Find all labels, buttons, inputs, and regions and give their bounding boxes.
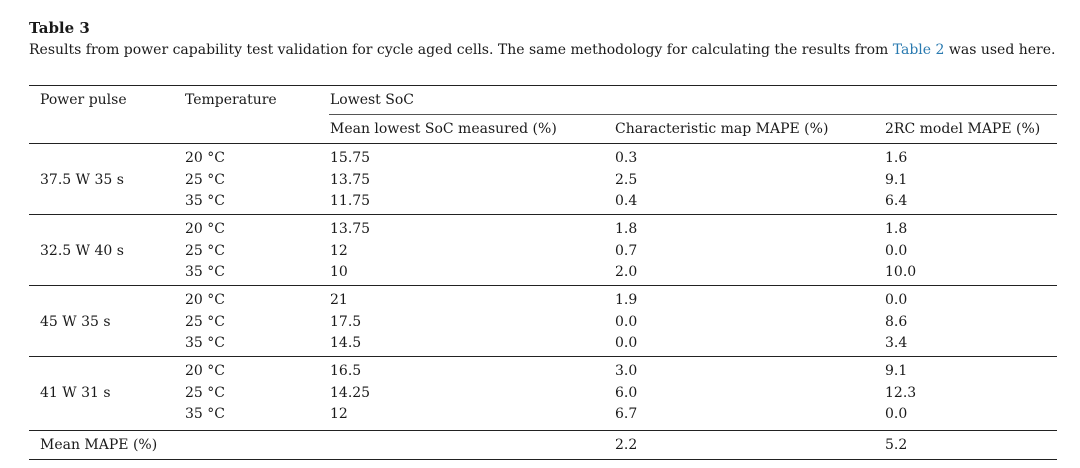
rc-model-cell: 9.1 (885, 363, 908, 379)
temperature-cell: 35 °C (185, 264, 225, 280)
rc-model-cell: 0.0 (885, 242, 908, 259)
temperature-cell: 20 °C (185, 150, 225, 166)
temperature-cell: 35 °C (185, 193, 225, 209)
mean-lowest-soc-cell: 17.5 (330, 313, 362, 330)
mean-lowest-soc-cell: 16.5 (330, 363, 362, 379)
rc-model-cell: 6.4 (885, 193, 908, 209)
characteristic-map-cell: 2.5 (615, 171, 638, 188)
power-pulse-cell: 32.5 W 40 s (40, 242, 124, 259)
mean-lowest-soc-cell: 10 (330, 264, 348, 280)
rc-model-cell: 0.0 (885, 406, 908, 422)
power-pulse-cell: 37.5 W 35 s (40, 171, 124, 188)
characteristic-map-cell: 6.7 (615, 406, 638, 422)
mean-lowest-soc-cell: 12 (330, 406, 348, 422)
power-pulse-cell: 45 W 35 s (40, 313, 111, 330)
header-bottom-rule (29, 143, 1057, 144)
header-mean-lowest-soc: Mean lowest SoC measured (%) (330, 121, 557, 137)
header-lowest-soc: Lowest SoC (330, 92, 414, 108)
header-temperature: Temperature (185, 92, 277, 108)
mean-lowest-soc-cell: 11.75 (330, 193, 371, 209)
rc-model-cell: 3.4 (885, 335, 908, 351)
mean-lowest-soc-cell: 12 (330, 242, 348, 259)
characteristic-map-cell: 0.0 (615, 313, 638, 330)
table-top-rule (29, 85, 1057, 86)
table-heading: Table 3 Results from power capability te… (29, 18, 1057, 60)
mean-lowest-soc-cell: 14.5 (330, 335, 362, 351)
rc-model-cell: 10.0 (885, 264, 917, 280)
characteristic-map-cell: 0.4 (615, 193, 638, 209)
mean-lowest-soc-cell: 14.25 (330, 384, 371, 401)
mean-lowest-soc-cell: 13.75 (330, 171, 371, 188)
group-separator-rule (29, 356, 1057, 357)
rc-model-cell: 12.3 (885, 384, 917, 401)
mean-lowest-soc-cell: 15.75 (330, 150, 371, 166)
table-bottom-rule (29, 459, 1057, 460)
table-2-link[interactable]: Table 2 (892, 42, 945, 58)
group-separator-rule (29, 214, 1057, 215)
characteristic-map-cell: 6.0 (615, 384, 638, 401)
group-separator-rule (29, 285, 1057, 286)
header-characteristic-map: Characteristic map MAPE (%) (615, 121, 829, 137)
mean-lowest-soc-cell: 21 (330, 292, 348, 308)
characteristic-map-cell: 1.8 (615, 221, 638, 237)
characteristic-map-cell: 0.7 (615, 242, 638, 259)
temperature-cell: 25 °C (185, 242, 225, 259)
footer-top-rule (29, 430, 1057, 431)
temperature-cell: 35 °C (185, 335, 225, 351)
rc-model-cell: 1.6 (885, 150, 908, 166)
rc-model-cell: 9.1 (885, 171, 908, 188)
characteristic-map-cell: 2.0 (615, 264, 638, 280)
characteristic-map-cell: 3.0 (615, 363, 638, 379)
table-title: Table 3 (29, 19, 90, 37)
temperature-cell: 25 °C (185, 313, 225, 330)
caption-text: Results from power capability test valid… (29, 42, 893, 58)
header-power-pulse: Power pulse (40, 92, 127, 108)
characteristic-map-cell: 1.9 (615, 292, 638, 308)
temperature-cell: 35 °C (185, 406, 225, 422)
temperature-cell: 20 °C (185, 221, 225, 237)
temperature-cell: 20 °C (185, 363, 225, 379)
power-pulse-cell: 41 W 31 s (40, 384, 111, 401)
mean-mape-2rc: 5.2 (885, 437, 908, 453)
temperature-cell: 25 °C (185, 384, 225, 401)
table-caption: Results from power capability test valid… (29, 40, 1057, 60)
header-sub-rule (329, 114, 1057, 115)
characteristic-map-cell: 0.0 (615, 335, 638, 351)
header-2rc-model: 2RC model MAPE (%) (885, 121, 1041, 137)
caption-text-end: was used here. (944, 42, 1056, 58)
mean-lowest-soc-cell: 13.75 (330, 221, 371, 237)
rc-model-cell: 8.6 (885, 313, 908, 330)
mean-mape-characteristic: 2.2 (615, 437, 638, 453)
rc-model-cell: 1.8 (885, 221, 908, 237)
mean-mape-label: Mean MAPE (%) (40, 437, 158, 453)
temperature-cell: 20 °C (185, 292, 225, 308)
temperature-cell: 25 °C (185, 171, 225, 188)
characteristic-map-cell: 0.3 (615, 150, 638, 166)
rc-model-cell: 0.0 (885, 292, 908, 308)
